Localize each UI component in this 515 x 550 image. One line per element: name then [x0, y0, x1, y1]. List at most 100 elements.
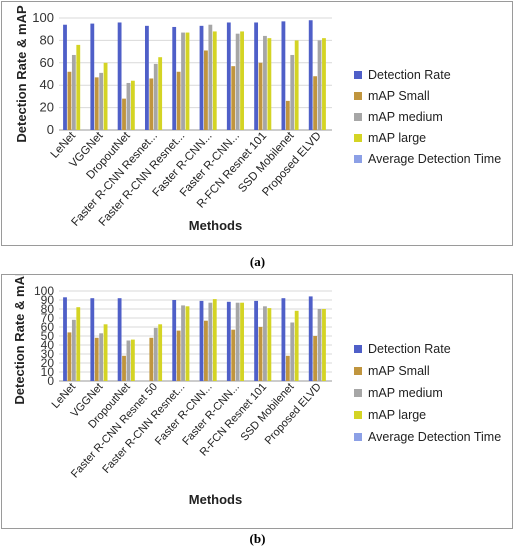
- bar-map-small: [122, 355, 126, 381]
- bar-map-medium: [235, 302, 240, 381]
- bar-map-small: [285, 100, 290, 130]
- bar-map-small: [258, 327, 263, 381]
- y-tick-label: 30: [41, 347, 55, 361]
- y-tick-label: 80: [40, 32, 54, 47]
- bar-map-small: [67, 332, 72, 381]
- bar-map-large: [185, 32, 190, 130]
- bar-map-small: [285, 355, 290, 381]
- legend-label: Average Detection Time: [368, 152, 501, 166]
- y-tick-label: 40: [40, 77, 54, 92]
- legend-label: Detection Rate: [368, 342, 451, 356]
- bar-map-medium: [99, 72, 104, 130]
- bar-map-medium: [71, 319, 76, 381]
- legend-label: mAP large: [368, 131, 426, 145]
- y-tick-label: 0: [47, 374, 54, 388]
- bar-detection-rate: [308, 20, 313, 131]
- y-tick-label: 50: [41, 329, 55, 343]
- bar-detection-rate: [254, 22, 259, 131]
- bar-map-small: [231, 66, 236, 130]
- x-axis-title: Methods: [189, 218, 242, 233]
- bar-map-large: [158, 57, 163, 131]
- y-axis-title: Detection Rate & mAP: [12, 275, 27, 405]
- bar-map-medium: [290, 54, 295, 130]
- bar-detection-rate: [226, 22, 231, 131]
- bar-map-medium: [126, 340, 131, 381]
- y-tick-label: 10: [41, 365, 55, 379]
- bar-map-large: [322, 38, 326, 130]
- bar-detection-rate: [144, 25, 149, 131]
- bar-detection-rate: [308, 296, 313, 381]
- bar-map-medium: [208, 302, 213, 381]
- bar-map-medium: [317, 309, 322, 381]
- bar-map-small: [176, 330, 181, 381]
- bar-map-large: [240, 302, 244, 381]
- bar-map-medium: [290, 322, 295, 381]
- y-tick-label: 20: [40, 100, 54, 115]
- legend-swatch: [354, 71, 362, 79]
- legend-swatch: [354, 411, 362, 419]
- bar-map-small: [204, 320, 208, 381]
- legend-swatch: [354, 155, 362, 163]
- y-tick-label: 60: [41, 320, 55, 334]
- legend-label: Detection Rate: [368, 68, 451, 82]
- bar-detection-rate: [90, 23, 95, 131]
- bar-detection-rate: [172, 26, 177, 130]
- y-tick-label: 80: [41, 302, 55, 316]
- y-tick-label: 100: [34, 284, 54, 298]
- bar-detection-rate: [90, 298, 95, 381]
- bar-map-medium: [263, 35, 267, 130]
- bar-map-medium: [153, 63, 158, 130]
- legend-label: mAP Small: [368, 364, 430, 378]
- bar-map-medium: [208, 24, 213, 130]
- bar-map-small: [149, 78, 154, 130]
- bar-detection-rate: [117, 22, 122, 131]
- y-axis-title: Detection Rate & mAP: [14, 5, 29, 143]
- bar-map-medium: [99, 333, 104, 381]
- bar-map-large: [267, 308, 272, 381]
- bar-map-small: [149, 337, 154, 381]
- caption-b: (b): [0, 531, 515, 547]
- bar-map-small: [94, 77, 99, 130]
- bar-map-medium: [153, 327, 158, 381]
- bar-map-large: [212, 31, 217, 130]
- y-tick-label: 40: [41, 338, 55, 352]
- chart-a-svg: 020406080100LeNetVGGNetDropoutNetFaster …: [14, 5, 501, 233]
- bar-detection-rate: [226, 301, 231, 381]
- bar-detection-rate: [254, 300, 259, 381]
- y-tick-label: 70: [41, 311, 55, 325]
- legend-swatch: [354, 92, 362, 100]
- legend-label: Average Detection Time: [368, 430, 501, 444]
- bar-map-large: [130, 339, 135, 381]
- legend-swatch: [354, 113, 362, 121]
- bar-map-small: [313, 336, 318, 381]
- bar-detection-rate: [199, 300, 204, 381]
- bar-map-small: [67, 71, 72, 130]
- bar-map-small: [94, 337, 99, 381]
- bar-map-large: [76, 44, 81, 130]
- y-tick-label: 100: [32, 10, 54, 25]
- legend-swatch: [354, 345, 362, 353]
- bar-map-medium: [317, 40, 322, 130]
- chart-panel-a: 0 20 40 60 80 100 LeNet VGGNet DropoutNet Faster …: [1, 1, 513, 246]
- bar-detection-rate: [63, 24, 67, 130]
- bar-detection-rate: [199, 25, 204, 131]
- legend-swatch: [354, 433, 362, 441]
- caption-a-text: (a): [249, 254, 266, 269]
- legend-swatch: [354, 134, 362, 142]
- bar-detection-rate: [281, 21, 286, 130]
- y-tick-label: 90: [41, 293, 55, 307]
- y-tick-label: 0: [47, 122, 54, 137]
- bar-map-small: [258, 62, 263, 130]
- bar-map-large: [185, 306, 190, 381]
- bar-map-large: [212, 299, 217, 381]
- bar-map-large: [267, 38, 272, 130]
- legend-label: mAP medium: [368, 386, 443, 400]
- caption-a: (a): [0, 254, 515, 270]
- bar-map-medium: [263, 306, 267, 381]
- bar-map-medium: [71, 54, 76, 130]
- chart-b-svg: 0102030405060708090100LeNetVGGNetDropout…: [12, 267, 501, 507]
- bar-map-large: [322, 309, 326, 381]
- legend-label: mAP large: [368, 408, 426, 422]
- bar-map-medium: [181, 305, 185, 381]
- bar-map-large: [294, 310, 299, 381]
